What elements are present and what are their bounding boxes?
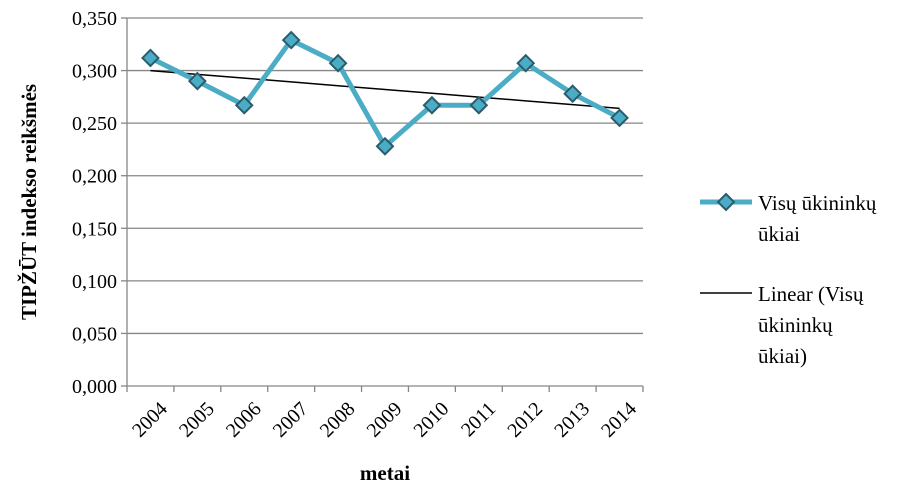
data-point: [563, 84, 583, 104]
data-point: [516, 53, 536, 73]
legend-label: ūkiai: [758, 222, 800, 246]
series-line: [149, 37, 621, 149]
x-axis-title: metai: [360, 461, 410, 485]
y-tick-label: 0,050: [72, 323, 117, 345]
y-tick-label: 0,300: [72, 61, 117, 83]
legend-label: ūkininkų: [758, 313, 833, 337]
x-tick-label: 2004: [128, 398, 172, 442]
y-tick-label: 0,200: [72, 166, 117, 188]
data-point: [610, 108, 629, 128]
x-tick-label: 2013: [550, 398, 594, 442]
y-tick-label: 0,350: [72, 8, 117, 30]
x-tick-label: 2011: [457, 398, 500, 441]
y-tick-label: 0,100: [72, 271, 117, 293]
y-tick-label: 0,000: [72, 376, 117, 398]
x-tick-label: 2012: [503, 398, 547, 442]
data-point: [187, 71, 207, 91]
data-point: [375, 136, 395, 156]
x-tick-label: 2010: [410, 398, 454, 442]
data-point: [234, 95, 254, 115]
legend-label: Linear (Visų: [758, 282, 864, 306]
x-tick-label: 2007: [269, 398, 313, 442]
legend-label: Visų ūkininkų: [758, 191, 877, 215]
data-point: [141, 48, 160, 68]
y-tick-label: 0,150: [72, 218, 117, 240]
x-tick-label: 2005: [175, 398, 219, 442]
legend-marker: [716, 192, 736, 212]
x-tick-label: 2014: [597, 398, 641, 442]
x-tick-label: 2009: [363, 398, 407, 442]
data-point: [422, 95, 442, 115]
data-point: [281, 30, 301, 50]
trendline: [150, 69, 620, 110]
y-tick-label: 0,250: [72, 113, 117, 135]
y-axis-title: TIPŽŪT indekso reikšmės: [17, 84, 41, 320]
data-point: [469, 95, 489, 115]
legend-label: ūkiai): [758, 344, 807, 368]
data-point: [328, 53, 348, 73]
x-tick-label: 2006: [222, 398, 266, 442]
x-tick-label: 2008: [316, 398, 360, 442]
